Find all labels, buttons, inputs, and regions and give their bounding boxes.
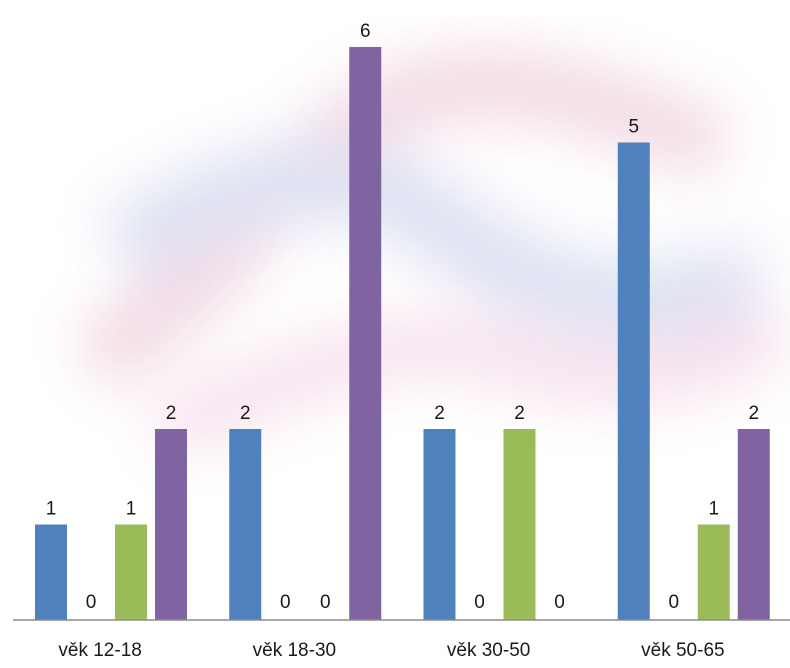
data-label-0-0: 1 (46, 499, 57, 520)
bar-0-2 (115, 524, 147, 620)
data-label-3-2: 1 (708, 499, 719, 520)
x-tick-label-1: věk 18-30 (253, 640, 336, 661)
data-label-2-2: 2 (514, 403, 525, 424)
background-watermark (73, 49, 790, 459)
bar-2-0 (423, 429, 456, 620)
bar-1-3 (349, 47, 382, 620)
x-tick-label-2: věk 30-50 (447, 640, 530, 661)
data-label-0-1: 0 (86, 592, 97, 613)
x-tick-label-0: věk 12-18 (58, 640, 141, 661)
data-label-1-1: 0 (280, 592, 291, 613)
data-label-2-0: 2 (434, 403, 445, 424)
bar-3-0 (617, 142, 650, 620)
data-label-1-2: 0 (320, 592, 331, 613)
plot-area: 1 0 1 2 věk 12-18 2 0 0 6 věk 18-30 2 0 2 0 věk 30-50 5… (35, 21, 770, 661)
data-label-1-0: 2 (240, 403, 251, 424)
data-label-2-1: 0 (474, 592, 485, 613)
x-tick-label-3: věk 50-65 (641, 640, 724, 661)
data-label-3-3: 2 (748, 403, 759, 424)
bar-2-2 (503, 429, 536, 620)
data-label-3-0: 5 (628, 117, 639, 138)
data-label-0-3: 2 (166, 403, 177, 424)
bar-3-3 (737, 429, 770, 620)
bar-3-2 (697, 524, 730, 620)
data-label-2-3: 0 (554, 592, 565, 613)
data-label-0-2: 1 (126, 499, 137, 520)
data-label-3-1: 0 (668, 592, 679, 613)
bar-0-0 (35, 524, 67, 620)
data-label-1-3: 6 (360, 21, 371, 42)
bar-0-3 (155, 429, 187, 620)
bar-1-0 (229, 429, 262, 620)
